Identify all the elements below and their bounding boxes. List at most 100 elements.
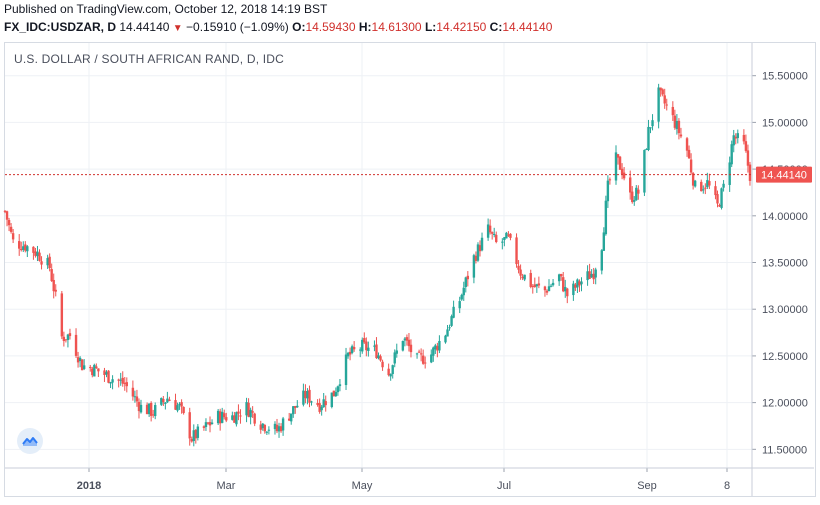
y-tick-label: 15.50000 [762, 71, 808, 83]
x-tick-label: 2018 [77, 480, 101, 492]
candle-body [76, 357, 80, 363]
candle-body [121, 377, 124, 384]
candle-body [401, 340, 405, 351]
candle-body [661, 89, 664, 95]
candle-body [531, 286, 534, 288]
x-tick-label: Sep [637, 480, 657, 492]
candle-body [728, 162, 731, 185]
candle-body [665, 104, 668, 106]
candle-body [363, 338, 366, 343]
high-value: 14.61300 [371, 20, 422, 34]
candle-body [391, 365, 394, 375]
candle-body [551, 282, 555, 286]
candle-body [448, 327, 451, 329]
candle-body [716, 194, 719, 204]
candle-body [547, 286, 551, 292]
candle-body [657, 87, 660, 122]
chart-frame[interactable] [4, 42, 816, 497]
candle-body [509, 233, 512, 238]
candle-body [602, 232, 606, 251]
candle-body [704, 187, 707, 189]
candle-body [117, 379, 120, 381]
candle-body [543, 286, 547, 291]
candle-body [395, 350, 398, 354]
candle-body [310, 401, 313, 403]
candle-body [436, 346, 439, 351]
candle-body [476, 244, 480, 261]
candle-body [188, 412, 191, 439]
candle-body [78, 357, 82, 362]
candle-body [204, 422, 208, 428]
candle-body [444, 335, 447, 343]
candle-body [438, 340, 441, 351]
candle-body [432, 347, 435, 356]
last-price-label-bg [756, 166, 812, 183]
candle-body [545, 290, 549, 293]
candle-body [290, 413, 293, 422]
candle-body [273, 423, 277, 430]
open-label: O: [292, 20, 306, 34]
tradingview-logo-icon[interactable] [17, 428, 43, 454]
high-label: H: [358, 20, 372, 34]
candle-body [231, 415, 234, 420]
candle-body [718, 204, 721, 207]
candle-body [474, 255, 478, 261]
candle-body [677, 120, 681, 134]
candle-body [381, 361, 384, 368]
candle-body [350, 346, 354, 354]
candle-body [519, 269, 522, 276]
candle-body [389, 374, 392, 377]
candle-body [387, 368, 390, 376]
candle-body [38, 252, 41, 261]
candle-body [566, 288, 569, 297]
x-tick-label: 8 [724, 480, 730, 492]
candle-body [685, 138, 689, 151]
candle-body [164, 402, 167, 404]
candle-body [373, 345, 376, 347]
candle-body [460, 294, 463, 300]
candle-body [218, 411, 222, 424]
candle-body [60, 293, 64, 337]
candle-body [720, 188, 723, 208]
candle-body [365, 341, 368, 351]
candle-body [95, 366, 98, 369]
candle-body [458, 301, 461, 309]
candle-body [168, 399, 171, 401]
candle-body [137, 401, 141, 412]
candle-body [147, 403, 151, 415]
candle-body [649, 127, 652, 129]
candle-body [265, 431, 269, 433]
candle-body [54, 289, 57, 292]
candle-body [359, 349, 362, 351]
candle-body [517, 265, 520, 270]
candle-body [588, 271, 591, 279]
candle-body [166, 398, 169, 403]
x-tick-label: Jul [497, 480, 511, 492]
candle-body [34, 251, 37, 256]
candle-body [415, 353, 419, 355]
candle-body [521, 276, 524, 279]
candle-body [746, 150, 750, 166]
candle-body [277, 426, 281, 432]
candle-body [478, 245, 482, 252]
candle-body [673, 115, 677, 128]
candle-body [304, 391, 307, 399]
candle-body [687, 149, 691, 159]
candle-body [261, 423, 264, 429]
candle-body [706, 180, 709, 188]
candle-body [407, 339, 411, 347]
candle-body [557, 274, 561, 282]
candle-body [559, 273, 563, 277]
candle-body [160, 398, 163, 405]
candle-body [308, 389, 311, 403]
candle-body [330, 392, 334, 407]
candle-body [578, 281, 581, 286]
candle-body [105, 372, 108, 375]
candle-body [659, 87, 662, 91]
candle-body [608, 179, 612, 181]
y-tick-label: 14.00000 [762, 211, 808, 223]
candle-body [486, 224, 490, 238]
candle-body [66, 334, 70, 341]
candle-body [320, 406, 323, 411]
